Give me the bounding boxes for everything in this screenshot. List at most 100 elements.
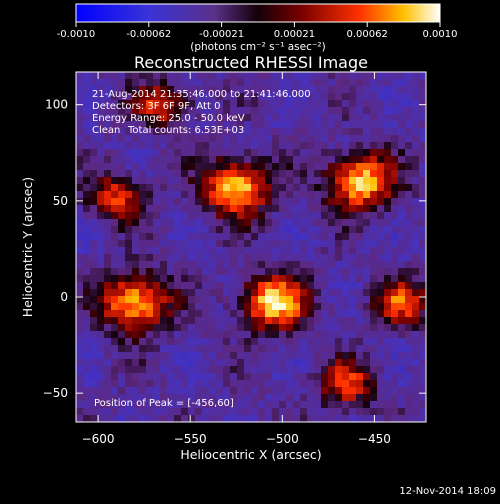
heatmap-cell	[174, 275, 182, 283]
heatmap-cell	[76, 380, 84, 388]
heatmap-cell	[202, 366, 210, 374]
heatmap-cell	[286, 247, 294, 255]
heatmap-cell	[76, 394, 84, 402]
heatmap-cell	[363, 394, 371, 402]
heatmap-cell	[216, 366, 224, 374]
heatmap-cell	[398, 177, 406, 185]
heatmap-cell	[265, 219, 273, 227]
heatmap-cell	[265, 205, 273, 213]
heatmap-cell	[342, 338, 350, 346]
heatmap-cell	[209, 177, 217, 185]
heatmap-cell	[251, 79, 259, 87]
heatmap-cell	[405, 261, 413, 269]
heatmap-cell	[321, 72, 329, 80]
heatmap-cell	[167, 261, 175, 269]
heatmap-cell	[335, 254, 343, 262]
heatmap-cell	[237, 296, 245, 304]
heatmap-cell	[83, 331, 91, 339]
heatmap-cell	[111, 247, 119, 255]
heatmap-cell	[349, 128, 357, 136]
heatmap-cell	[139, 79, 147, 87]
heatmap-cell	[244, 415, 252, 422]
heatmap-cell	[188, 233, 196, 241]
heatmap-cell	[209, 240, 217, 248]
heatmap-cell	[279, 163, 287, 171]
heatmap-cell	[307, 72, 315, 80]
heatmap-cell	[412, 408, 420, 416]
heatmap-cell	[167, 191, 175, 199]
heatmap-cell	[314, 240, 322, 248]
heatmap-cell	[174, 310, 182, 318]
heatmap-cell	[349, 296, 357, 304]
heatmap-cell	[293, 408, 301, 416]
heatmap-cell	[160, 177, 168, 185]
heatmap-cell	[405, 79, 413, 87]
heatmap-cell	[251, 282, 259, 290]
heatmap-cell	[146, 275, 154, 283]
heatmap-cell	[104, 72, 112, 80]
heatmap-cell	[272, 373, 280, 381]
heatmap-cell	[90, 268, 98, 276]
heatmap-cell	[279, 296, 287, 304]
heatmap-cell	[419, 93, 426, 101]
heatmap-cell	[328, 254, 336, 262]
heatmap-cell	[342, 352, 350, 360]
heatmap-cell	[398, 240, 406, 248]
heatmap-cell	[391, 254, 399, 262]
heatmap-cell	[258, 366, 266, 374]
heatmap-cell	[293, 247, 301, 255]
heatmap-cell	[321, 198, 329, 206]
heatmap-cell	[398, 107, 406, 115]
heatmap-cell	[328, 380, 336, 388]
heatmap-cell	[370, 107, 378, 115]
heatmap-cell	[125, 387, 133, 395]
heatmap-cell	[300, 261, 308, 269]
heatmap-cell	[321, 177, 329, 185]
heatmap-cell	[356, 121, 364, 129]
heatmap-cell	[209, 233, 217, 241]
heatmap-cell	[216, 345, 224, 353]
heatmap-cell	[83, 345, 91, 353]
heatmap-cell	[76, 121, 84, 129]
heatmap-cell	[279, 184, 287, 192]
heatmap-cell	[391, 233, 399, 241]
heatmap-cell	[419, 219, 426, 227]
heatmap-cell	[419, 184, 426, 192]
heatmap-cell	[202, 345, 210, 353]
heatmap-cell	[167, 331, 175, 339]
heatmap-cell	[216, 93, 224, 101]
heatmap-cell	[405, 142, 413, 150]
heatmap-cell	[195, 380, 203, 388]
heatmap-cell	[251, 310, 259, 318]
heatmap-cell	[258, 114, 266, 122]
heatmap-cell	[209, 184, 217, 192]
heatmap-cell	[251, 114, 259, 122]
heatmap-cell	[97, 366, 105, 374]
heatmap-cell	[125, 107, 133, 115]
heatmap-cell	[118, 142, 126, 150]
heatmap-cell	[202, 86, 210, 94]
heatmap-cell	[174, 100, 182, 108]
heatmap-cell	[356, 345, 364, 353]
heatmap-cell	[181, 86, 189, 94]
heatmap-cell	[251, 408, 259, 416]
heatmap-cell	[335, 184, 343, 192]
heatmap-cell	[370, 247, 378, 255]
heatmap-cell	[125, 86, 133, 94]
heatmap-cell	[174, 149, 182, 157]
heatmap-cell	[342, 156, 350, 164]
heatmap-cell	[398, 163, 406, 171]
heatmap-cell	[167, 303, 175, 311]
heatmap-cell	[83, 72, 91, 80]
heatmap-cell	[356, 177, 364, 185]
heatmap-cell	[132, 128, 140, 136]
heatmap-cell	[384, 163, 392, 171]
heatmap-cell	[90, 128, 98, 136]
heatmap-cell	[272, 156, 280, 164]
heatmap-cell	[230, 135, 238, 143]
heatmap-cell	[174, 107, 182, 115]
heatmap-cell	[370, 345, 378, 353]
heatmap-cell	[384, 205, 392, 213]
heatmap-cell	[167, 177, 175, 185]
